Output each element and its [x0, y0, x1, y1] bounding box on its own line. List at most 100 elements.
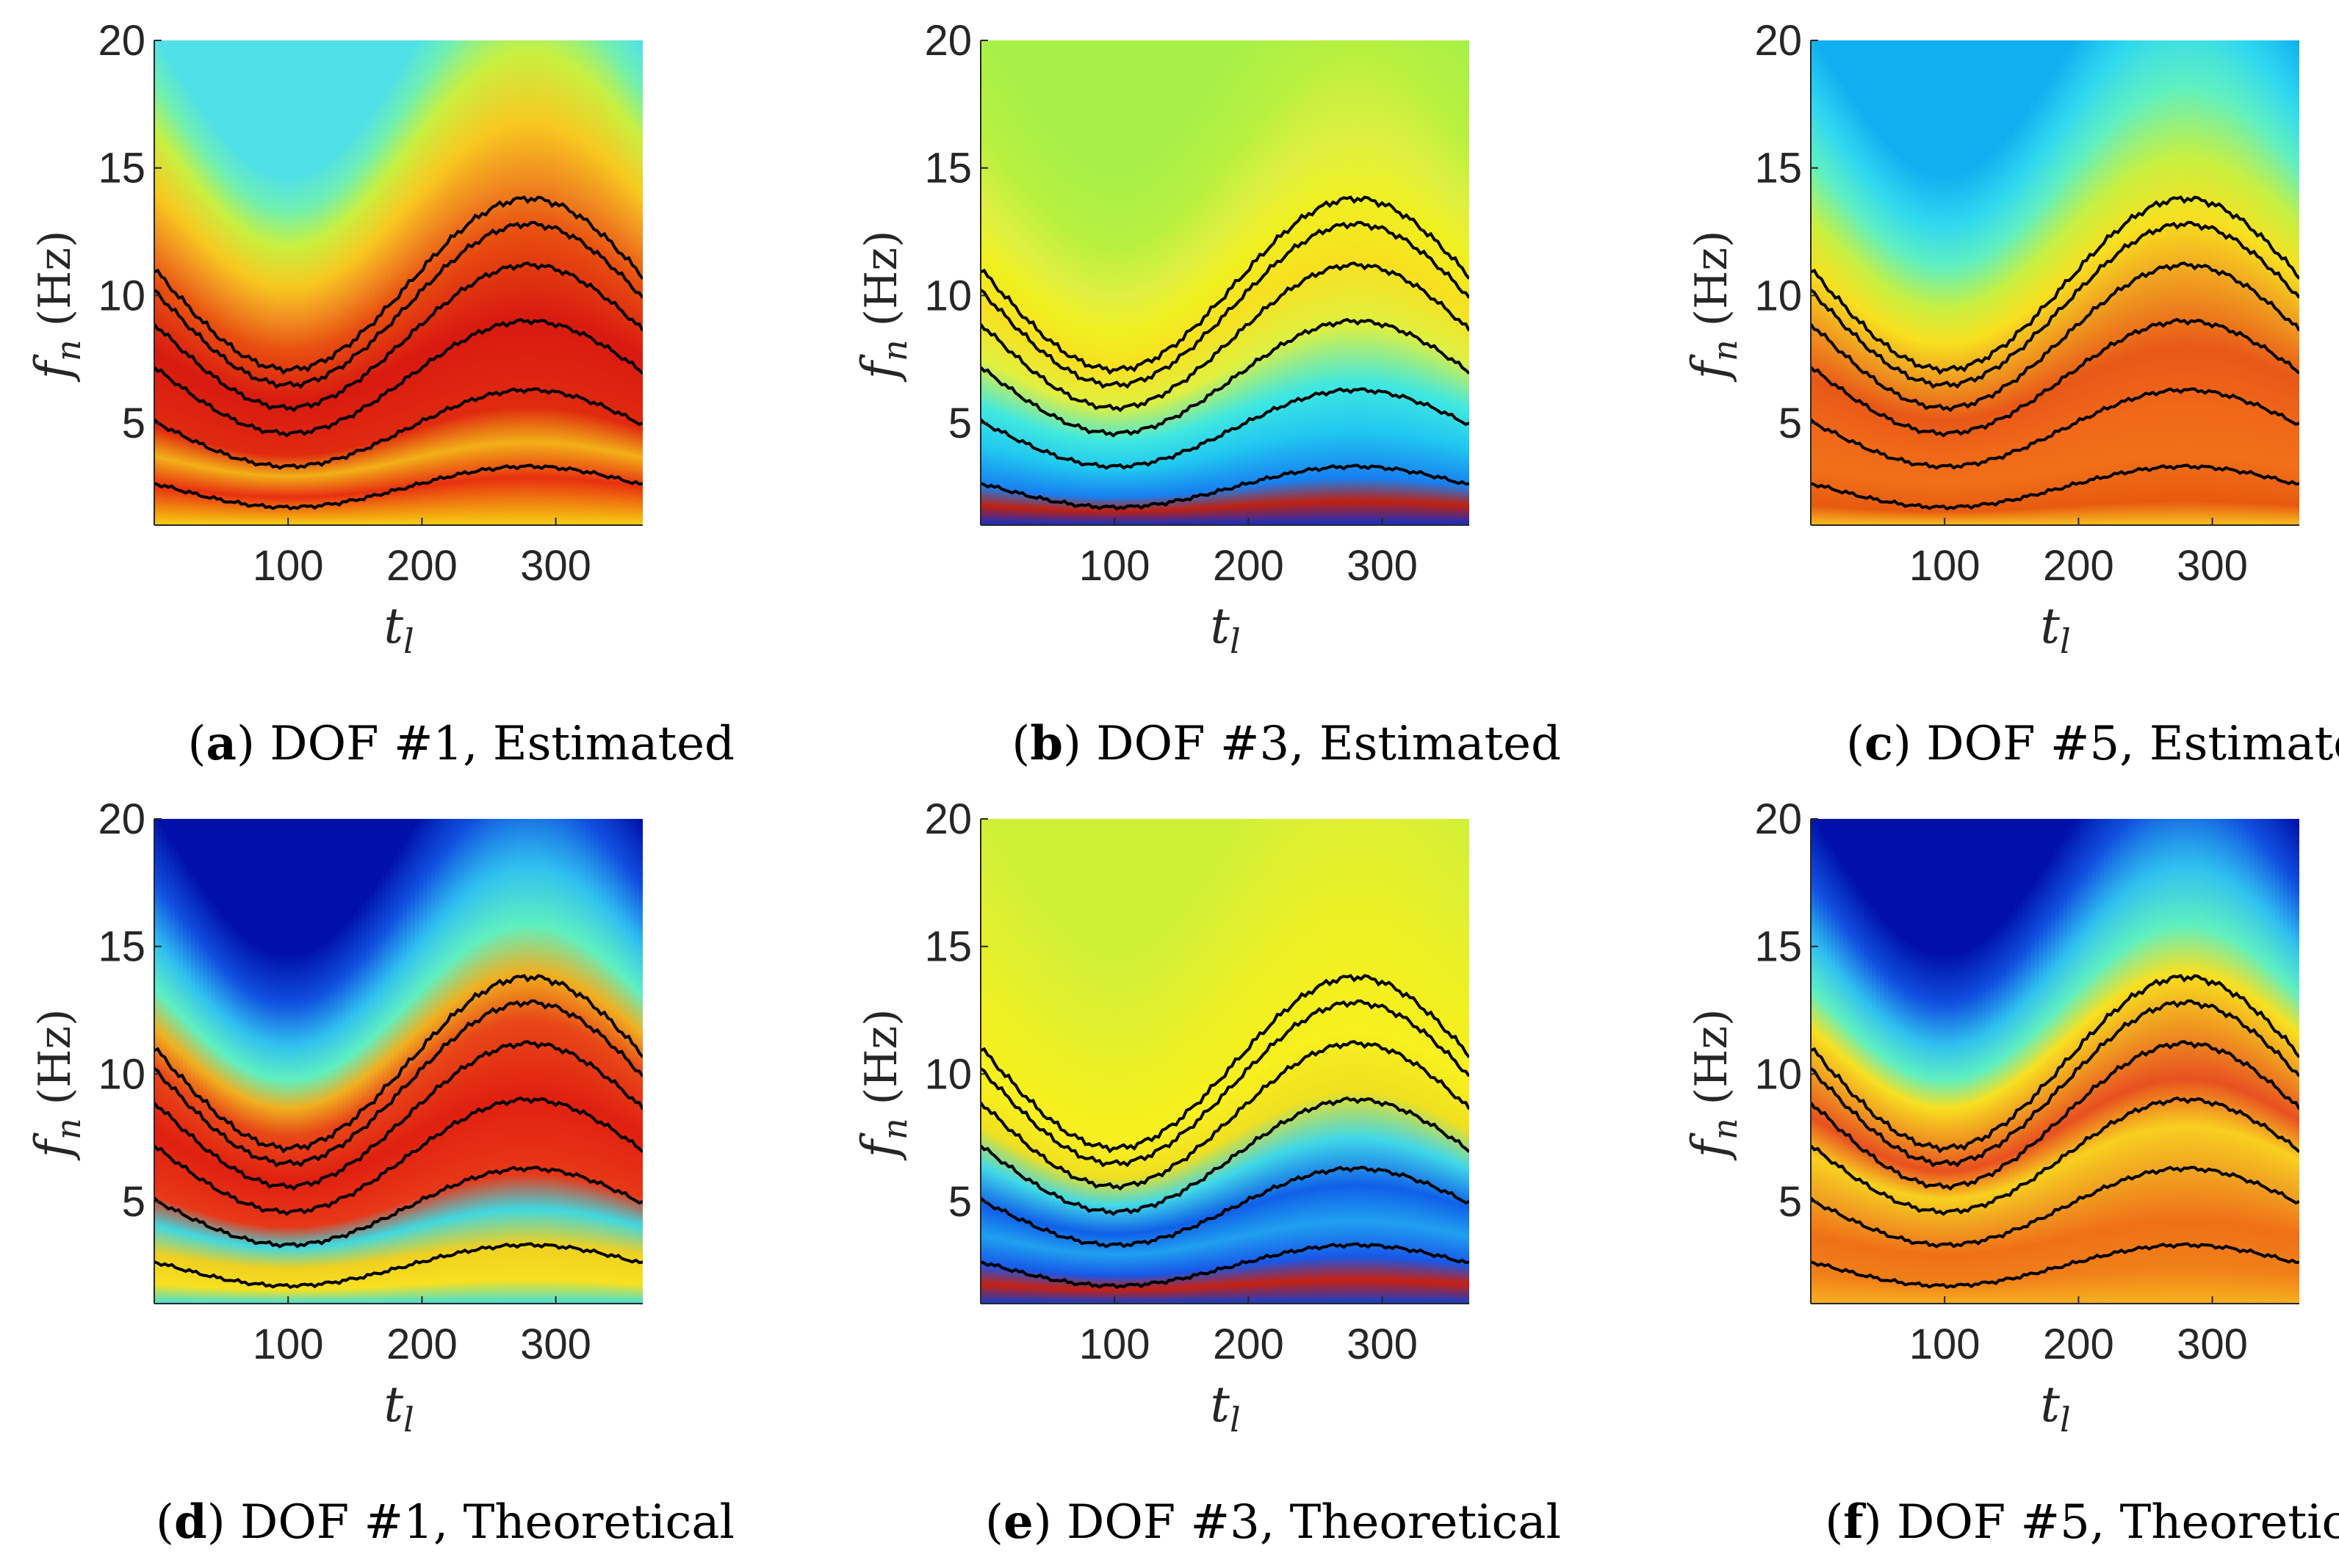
heatmap-strip: [296, 175, 302, 525]
heatmap-strip-top: [1997, 40, 2003, 147]
heatmap-strip-top: [2059, 40, 2064, 62]
heatmap-strip-top: [300, 819, 306, 953]
heatmap-strip: [1372, 40, 1377, 525]
x-axis-label: tl: [2041, 1376, 2071, 1439]
heatmap-strip-top: [1220, 819, 1226, 853]
heatmap-strip: [1192, 895, 1197, 1304]
heatmap-strip: [1058, 146, 1063, 525]
heatmap-strip-top: [390, 819, 395, 860]
y-tick-label: 20: [98, 17, 145, 65]
heatmap-strip: [1257, 40, 1263, 525]
heatmap-strip: [1997, 145, 2003, 525]
heatmap-strip: [1265, 819, 1271, 1304]
heatmap-strip: [1355, 40, 1360, 525]
heatmap-strip-top: [337, 40, 342, 151]
heatmap-strip-top: [361, 40, 367, 123]
heatmap-strip: [2246, 819, 2252, 1304]
heatmap-strip: [321, 163, 326, 525]
heatmap-strip: [1375, 40, 1381, 525]
heatmap-strip: [573, 819, 579, 1304]
heatmap-strip-top: [1225, 819, 1230, 847]
heatmap-field: [1811, 40, 2299, 525]
heatmap-strip: [1200, 883, 1205, 1304]
heatmap-strip-top: [223, 40, 228, 139]
heatmap-strip-top: [382, 40, 387, 94]
heatmap-strip: [1864, 117, 1869, 525]
heatmap-strip: [2291, 40, 2296, 525]
heatmap-strip: [198, 884, 204, 1304]
heatmap-strip: [1847, 94, 1853, 525]
heatmap-strip: [1867, 901, 1873, 1304]
x-tick-label: 200: [386, 1320, 458, 1368]
heatmap-strip-top: [2071, 819, 2077, 822]
heatmap-strip: [1164, 928, 1169, 1304]
heatmap-strip-top: [2050, 819, 2056, 853]
heatmap-strip: [512, 819, 518, 1304]
heatmap-strip-top: [2039, 819, 2044, 872]
heatmap-strip: [2148, 819, 2154, 1304]
heatmap-strip: [2230, 40, 2235, 525]
heatmap-strip-top: [1912, 40, 1918, 168]
heatmap-strip: [406, 54, 412, 525]
heatmap-strip-top: [2042, 40, 2048, 87]
heatmap-strip-top: [1143, 819, 1149, 946]
heatmap-strip: [525, 819, 530, 1304]
heatmap-strip-top: [227, 819, 233, 922]
heatmap-strip: [256, 167, 262, 525]
heatmap-strip: [1875, 911, 1881, 1304]
heatmap-strip: [1095, 951, 1100, 1304]
heatmap-strip-top: [170, 819, 176, 842]
heatmap-strip: [491, 819, 497, 1304]
heatmap-strip: [1859, 890, 1865, 1304]
heatmap-strip: [158, 43, 164, 525]
heatmap-strip: [2263, 40, 2268, 525]
heatmap-strip-top: [1241, 40, 1247, 43]
heatmap-strip: [1245, 40, 1250, 525]
ridge-line-6: [981, 974, 1469, 1154]
heatmap-strip: [207, 895, 212, 1304]
heatmap-strip: [1237, 48, 1242, 525]
heatmap-strip-top: [284, 819, 289, 955]
heatmap-strip-top: [2295, 40, 2299, 43]
heatmap-strip: [1074, 161, 1079, 525]
ridge-line-3: [154, 317, 643, 438]
heatmap-strip-top: [162, 40, 167, 51]
heatmap-strip: [2100, 40, 2105, 525]
ridge-line-2: [1811, 1166, 2299, 1249]
heatmap-strip-top: [305, 819, 310, 952]
heatmap-strip: [1302, 819, 1308, 1304]
heatmap-strip-top: [1074, 40, 1079, 162]
heatmap-strip: [1070, 936, 1075, 1304]
x-axis-label: tl: [2041, 598, 2071, 661]
heatmap-strip: [1310, 40, 1316, 525]
heatmap-strip: [992, 56, 998, 525]
y-tick-label: 15: [98, 145, 145, 192]
heatmap-strip-top: [264, 819, 270, 951]
heatmap-strip-top: [1851, 40, 1856, 101]
heatmap-strip: [411, 826, 416, 1304]
heatmap-strip: [1156, 936, 1161, 1304]
heatmap-strip: [203, 890, 209, 1304]
heatmap-strip: [1351, 819, 1356, 1304]
heatmap-strip-top: [1867, 819, 1873, 903]
heatmap-strip-top: [231, 819, 237, 926]
y-axis-label: fn(Hz): [851, 1009, 915, 1162]
heatmap-strip: [2205, 819, 2211, 1304]
heatmap-strip: [1005, 75, 1010, 525]
heatmap-strip: [1025, 884, 1031, 1304]
heatmap-strip: [268, 173, 273, 525]
heatmap-strip: [223, 137, 228, 525]
heatmap-strip: [2055, 67, 2061, 525]
heatmap-strip: [981, 819, 986, 1304]
heatmap-strip: [361, 121, 367, 525]
heatmap-strip-top: [243, 819, 249, 938]
heatmap-strip-top: [239, 40, 245, 156]
y-tick-label: 10: [1754, 272, 1802, 319]
heatmap-strip-top: [1827, 40, 1832, 64]
heatmap-strip-top: [329, 819, 334, 937]
heatmap-strip: [1310, 819, 1316, 1304]
heatmap-strip-top: [1106, 819, 1112, 955]
heatmap-strip: [500, 40, 505, 525]
heatmap-strip-top: [1180, 40, 1186, 133]
heatmap-strip: [447, 819, 453, 1304]
